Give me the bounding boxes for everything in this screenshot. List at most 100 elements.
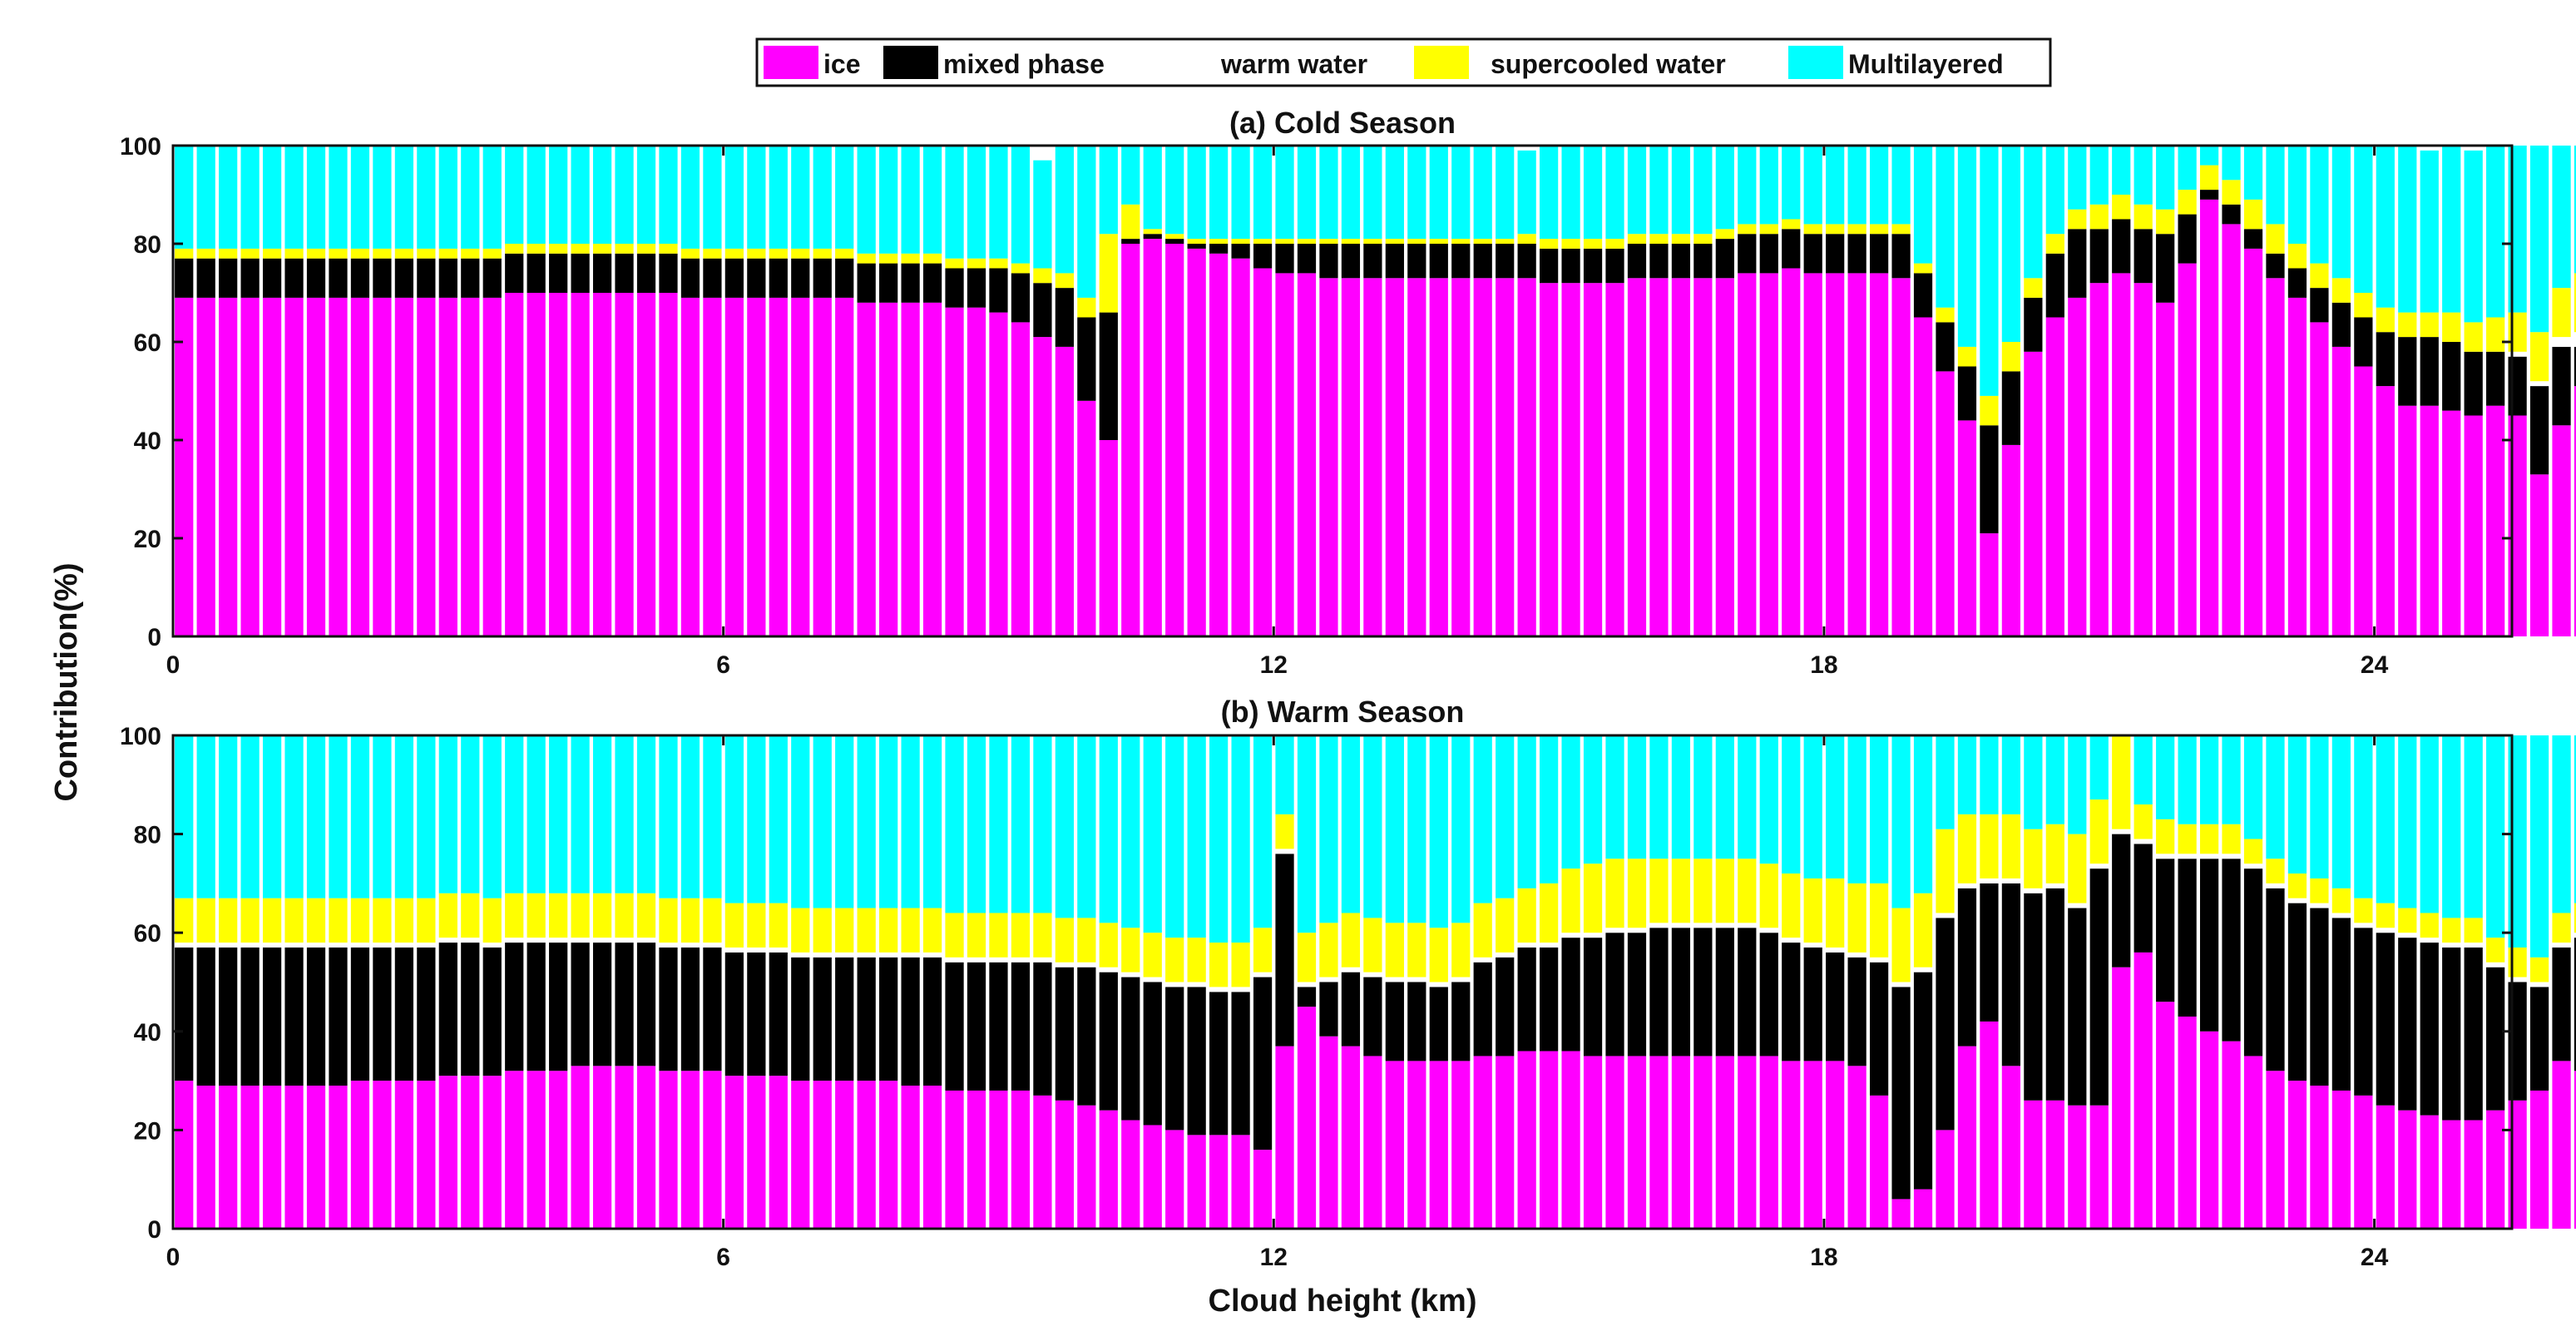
bar-cold-Multilayered-35 <box>945 146 964 259</box>
bar-cold-Multilayered-29 <box>813 146 832 249</box>
bar-warm-mixed-phase-39 <box>1033 962 1052 1096</box>
bar-warm-supercooled-water-31 <box>857 908 876 953</box>
bar-warm-ice-50 <box>1275 1046 1294 1229</box>
bar-cold-mixed-phase-12 <box>438 258 457 298</box>
bar-warm-mixed-phase-53 <box>1341 972 1361 1047</box>
bar-warm-mixed-phase-93 <box>2222 859 2241 1042</box>
bar-warm-warm-water-13 <box>461 938 480 943</box>
bar-warm-supercooled-water-85 <box>2045 824 2064 883</box>
bar-warm-Multilayered-100 <box>2376 735 2395 903</box>
bar-cold-ice-13 <box>461 297 480 636</box>
bar-cold-ice-57 <box>1429 278 1448 636</box>
bar-cold-mixed-phase-102 <box>2420 337 2439 406</box>
bar-warm-Multilayered-42 <box>1099 735 1118 923</box>
bar-warm-warm-water-81 <box>1957 883 1977 888</box>
bar-warm-ice-70 <box>1715 1056 1734 1229</box>
bar-warm-mixed-phase-15 <box>505 943 524 1071</box>
bar-warm-warm-water-16 <box>527 938 546 943</box>
bar-cold-Multilayered-101 <box>2398 146 2417 313</box>
bar-cold-Multilayered-60 <box>1496 146 1515 240</box>
bar-cold-supercooled-water-62 <box>1540 239 1559 249</box>
bar-cold-Multilayered-91 <box>2178 146 2197 191</box>
bar-warm-warm-water-86 <box>2068 903 2087 908</box>
bar-warm-Multilayered-15 <box>505 735 524 893</box>
legend-label-supercooled-water: supercooled water <box>1491 49 1726 79</box>
bar-cold-supercooled-water-12 <box>438 248 457 259</box>
bars-cold-season <box>173 146 2576 636</box>
plot-frame <box>171 144 2514 638</box>
bar-warm-warm-water-71 <box>1738 923 1757 928</box>
bar-cold-supercooled-water-73 <box>1782 219 1801 230</box>
bar-cold-supercooled-water-46 <box>1187 239 1206 244</box>
bar-cold-Multilayered-90 <box>2156 146 2175 210</box>
bar-cold-mixed-phase-85 <box>2045 253 2064 318</box>
bar-cold-supercooled-water-6 <box>306 248 326 259</box>
bar-cold-supercooled-water-2 <box>219 248 238 259</box>
bar-cold-ice-61 <box>1517 278 1536 636</box>
bar-cold-Multilayered-66 <box>1627 146 1647 235</box>
bar-warm-mixed-phase-70 <box>1715 928 1734 1056</box>
bar-warm-ice-66 <box>1627 1056 1647 1229</box>
bar-warm-warm-water-62 <box>1540 943 1559 948</box>
bar-warm-warm-water-70 <box>1715 923 1734 928</box>
bar-warm-warm-water-32 <box>879 952 898 958</box>
bar-warm-ice-17 <box>549 1071 568 1229</box>
bar-warm-Multilayered-10 <box>394 735 414 898</box>
bar-warm-ice-95 <box>2266 1071 2285 1229</box>
bar-warm-mixed-phase-71 <box>1738 928 1757 1056</box>
bar-warm-mixed-phase-60 <box>1496 957 1515 1056</box>
bar-cold-ice-22 <box>659 293 678 636</box>
bar-cold-mixed-phase-55 <box>1385 244 1404 279</box>
bar-warm-warm-water-45 <box>1165 982 1184 987</box>
bar-cold-ice-15 <box>505 293 524 636</box>
bar-warm-mixed-phase-36 <box>967 962 986 1091</box>
bar-warm-ice-63 <box>1561 1051 1580 1229</box>
bar-warm-Multilayered-35 <box>945 735 964 913</box>
bar-warm-warm-water-40 <box>1055 962 1074 967</box>
bar-warm-warm-water-20 <box>615 938 634 943</box>
bar-cold-Multilayered-4 <box>262 146 282 249</box>
legend-label-ice: ice <box>823 49 860 79</box>
bar-warm-supercooled-water-109 <box>2574 903 2576 933</box>
bar-cold-mixed-phase-73 <box>1782 229 1801 269</box>
bar-cold-mixed-phase-82 <box>1980 425 1999 534</box>
bar-cold-ice-51 <box>1297 273 1317 636</box>
bar-cold-supercooled-water-74 <box>1803 224 1822 235</box>
bar-warm-supercooled-water-22 <box>659 898 678 943</box>
bar-cold-ice-56 <box>1407 278 1426 636</box>
bar-cold-mixed-phase-90 <box>2156 234 2175 303</box>
bar-cold-mixed-phase-18 <box>571 253 590 293</box>
bar-warm-Multilayered-92 <box>2199 735 2219 824</box>
bar-warm-supercooled-water-92 <box>2199 824 2219 854</box>
bar-warm-Multilayered-29 <box>813 735 832 908</box>
bar-warm-warm-water-14 <box>482 943 502 948</box>
bar-cold-mixed-phase-79 <box>1913 273 1933 318</box>
bar-cold-Multilayered-96 <box>2287 146 2307 244</box>
bar-cold-mixed-phase-49 <box>1253 244 1273 269</box>
bar-cold-Multilayered-99 <box>2354 146 2373 293</box>
bar-warm-warm-water-28 <box>791 952 810 958</box>
bar-cold-mixed-phase-95 <box>2266 253 2285 279</box>
legend-swatch-mixed-phase <box>883 46 938 79</box>
bar-warm-mixed-phase-58 <box>1451 982 1471 1061</box>
bar-warm-ice-56 <box>1407 1061 1426 1229</box>
bar-cold-mixed-phase-71 <box>1738 234 1757 274</box>
bar-warm-Multilayered-24 <box>703 735 722 898</box>
bar-warm-supercooled-water-79 <box>1913 893 1933 967</box>
bar-warm-warm-water-5 <box>284 943 304 948</box>
bar-warm-mixed-phase-42 <box>1099 972 1118 1111</box>
bar-warm-mixed-phase-23 <box>680 947 700 1071</box>
bar-cold-ice-100 <box>2376 386 2395 636</box>
bar-cold-ice-8 <box>350 297 370 636</box>
bar-warm-supercooled-water-93 <box>2222 824 2241 854</box>
bar-cold-ice-37 <box>989 312 1008 636</box>
bar-warm-ice-91 <box>2178 1017 2197 1229</box>
bar-cold-ice-18 <box>571 293 590 636</box>
bar-warm-supercooled-water-50 <box>1275 814 1294 849</box>
bar-cold-supercooled-water-26 <box>747 248 766 259</box>
bar-cold-ice-94 <box>2243 248 2263 636</box>
bar-warm-ice-48 <box>1231 1135 1250 1229</box>
legend-swatch-supercooled-water <box>1414 46 1469 79</box>
bar-cold-ice-66 <box>1627 278 1647 636</box>
bar-warm-Multilayered-20 <box>615 735 634 893</box>
